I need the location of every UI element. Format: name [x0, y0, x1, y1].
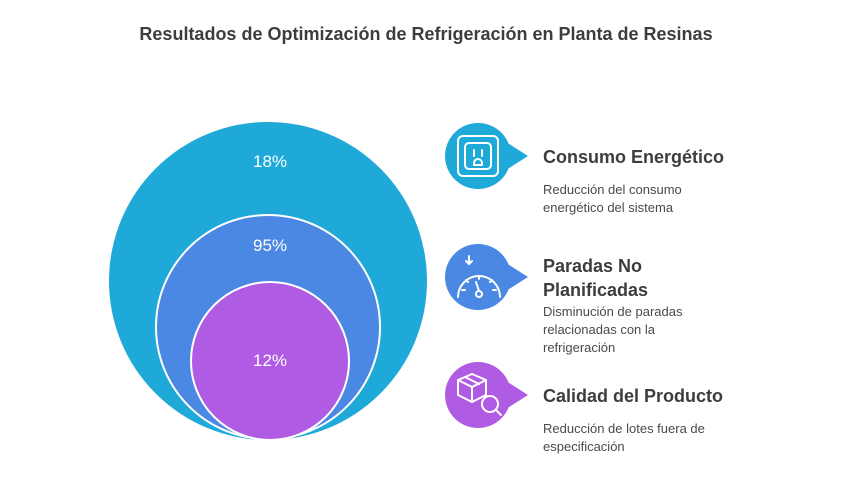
item-title-paradas: Paradas No Planificadas	[543, 256, 649, 300]
inner-circle-value: 12%	[253, 351, 287, 370]
calidad-badge	[445, 362, 528, 428]
box-search-icon	[457, 373, 502, 416]
gauge-icon	[457, 255, 501, 298]
power-outlet-icon	[457, 135, 499, 177]
item-desc-consumo: Reducción del consumo energético del sis…	[543, 182, 682, 215]
item-desc-paradas: Disminución de paradas relacionadas con …	[543, 304, 683, 355]
middle-circle-value: 95%	[253, 236, 287, 255]
inner-circle	[190, 281, 350, 441]
item-title-consumo: Consumo Energético	[543, 147, 725, 167]
consumo-badge	[445, 123, 528, 189]
paradas-badge	[445, 244, 528, 310]
outer-circle-value: 18%	[253, 152, 287, 171]
diagram-title: Resultados de Optimización de Refrigerac…	[139, 24, 713, 44]
item-title-calidad: Calidad del Producto	[543, 386, 724, 406]
item-desc-calidad: Reducción de lotes fuera de especificaci…	[543, 421, 705, 454]
